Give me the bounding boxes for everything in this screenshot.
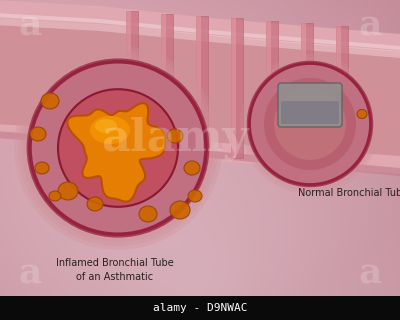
Polygon shape [196, 16, 201, 155]
Ellipse shape [35, 162, 49, 174]
Ellipse shape [41, 93, 59, 109]
Ellipse shape [188, 190, 202, 202]
Ellipse shape [18, 50, 218, 246]
Ellipse shape [58, 89, 178, 207]
Polygon shape [0, 18, 400, 156]
Text: Inflamed Bronchial Tube
of an Asthmatic: Inflamed Bronchial Tube of an Asthmatic [56, 258, 174, 282]
Ellipse shape [250, 63, 370, 185]
FancyBboxPatch shape [278, 83, 342, 127]
Polygon shape [231, 19, 236, 158]
Polygon shape [0, 0, 400, 176]
Polygon shape [126, 11, 131, 150]
Ellipse shape [30, 127, 46, 141]
Ellipse shape [274, 88, 346, 160]
Ellipse shape [87, 197, 103, 211]
FancyBboxPatch shape [281, 101, 339, 124]
Ellipse shape [184, 161, 200, 175]
Text: Normal Bronchial Tube: Normal Bronchial Tube [298, 188, 400, 198]
Ellipse shape [248, 62, 372, 186]
Ellipse shape [264, 78, 356, 170]
Ellipse shape [95, 119, 117, 133]
Polygon shape [336, 26, 341, 165]
Polygon shape [0, 131, 400, 176]
Polygon shape [126, 11, 138, 150]
Ellipse shape [28, 60, 208, 236]
FancyBboxPatch shape [0, 296, 400, 320]
Text: alamy - D9NWAC: alamy - D9NWAC [153, 303, 247, 313]
Polygon shape [0, 18, 400, 58]
Ellipse shape [240, 54, 380, 194]
Ellipse shape [170, 201, 190, 219]
Text: a: a [358, 257, 382, 291]
Ellipse shape [243, 57, 377, 191]
Polygon shape [302, 23, 314, 163]
Polygon shape [302, 23, 306, 163]
Ellipse shape [30, 62, 206, 234]
Polygon shape [266, 21, 278, 160]
Text: a: a [358, 9, 382, 43]
Text: alamy: alamy [101, 116, 249, 160]
Ellipse shape [22, 54, 214, 242]
Ellipse shape [90, 116, 130, 144]
Polygon shape [196, 16, 208, 155]
Polygon shape [162, 13, 174, 152]
Polygon shape [231, 19, 243, 158]
Text: a: a [18, 257, 42, 291]
Ellipse shape [49, 191, 61, 201]
Polygon shape [0, 13, 400, 50]
Text: a: a [18, 9, 42, 43]
Ellipse shape [14, 46, 222, 250]
Polygon shape [266, 21, 271, 160]
Ellipse shape [139, 206, 157, 222]
Polygon shape [67, 103, 165, 202]
Ellipse shape [58, 182, 78, 200]
Ellipse shape [167, 129, 183, 143]
Polygon shape [336, 26, 348, 165]
Ellipse shape [357, 109, 367, 118]
Polygon shape [162, 13, 166, 152]
